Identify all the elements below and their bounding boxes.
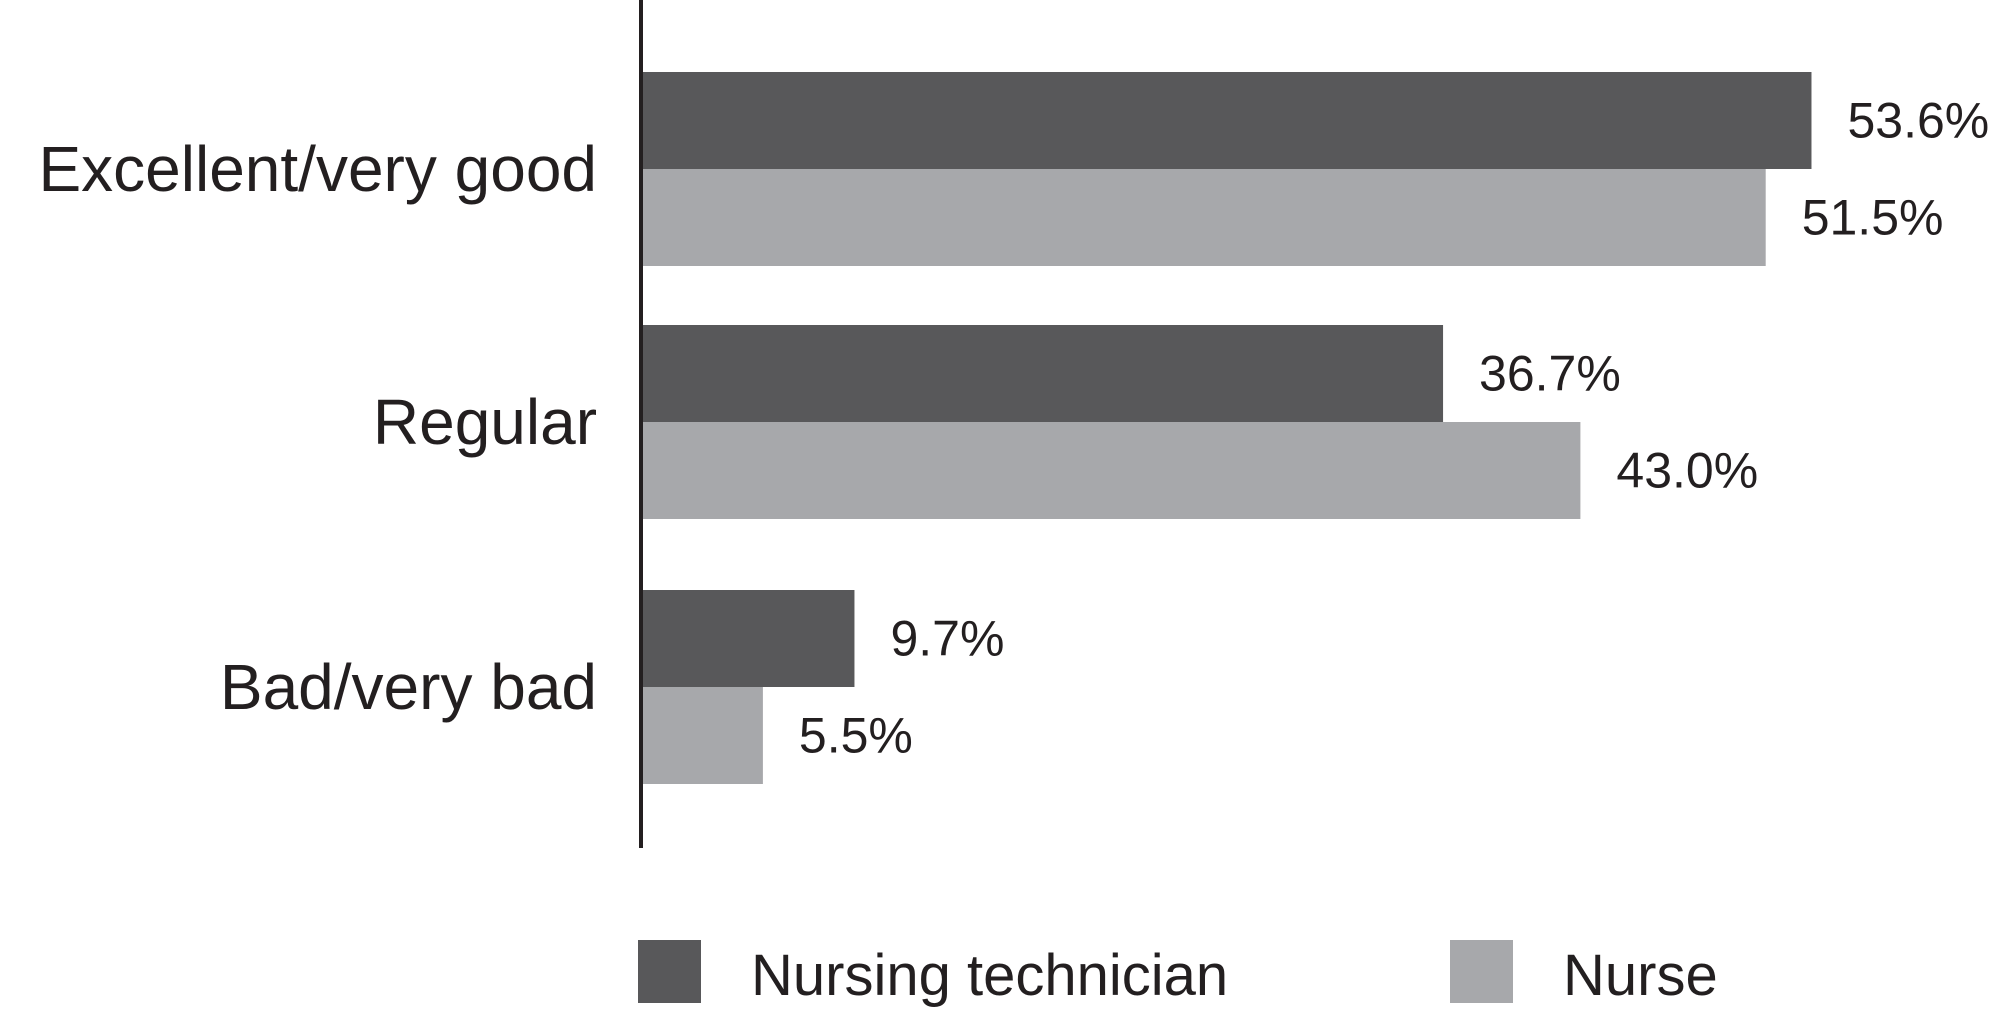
bar-nursing-technician-regular xyxy=(643,325,1444,422)
data-label-nurse-regular: 43.0% xyxy=(1616,443,1758,499)
category-label-excellent-very-good: Excellent/very good xyxy=(38,133,597,205)
legend-label-nursing-technician: Nursing technician xyxy=(751,943,1228,1008)
category-label-regular: Regular xyxy=(373,386,597,458)
value-labels: 53.6% 51.5% 36.7% 43.0% 9.7% 5.5% xyxy=(799,93,1989,764)
bar-nursing-technician-bad-very-bad xyxy=(643,590,855,687)
data-label-nursing-technician-bad-very-bad: 9.7% xyxy=(890,611,1004,667)
bars-group xyxy=(643,72,1812,784)
bar-nursing-technician-excellent-very-good xyxy=(643,72,1812,169)
legend-label-nurse: Nurse xyxy=(1563,943,1718,1008)
category-labels: Excellent/very good Regular Bad/very bad xyxy=(38,133,597,723)
data-label-nursing-technician-regular: 36.7% xyxy=(1479,346,1621,402)
data-label-nurse-excellent-very-good: 51.5% xyxy=(1802,190,1944,246)
data-label-nurse-bad-very-bad: 5.5% xyxy=(799,708,913,764)
legend-swatch-nurse xyxy=(1450,940,1513,1003)
bar-nurse-excellent-very-good xyxy=(643,169,1766,266)
category-label-bad-very-bad: Bad/very bad xyxy=(220,651,597,723)
data-label-nursing-technician-excellent-very-good: 53.6% xyxy=(1847,93,1989,149)
legend-swatch-nursing-technician xyxy=(638,940,701,1003)
bar-nurse-regular xyxy=(643,422,1581,519)
legend: Nursing technician Nurse xyxy=(638,940,1718,1008)
bar-nurse-bad-very-bad xyxy=(643,687,763,784)
